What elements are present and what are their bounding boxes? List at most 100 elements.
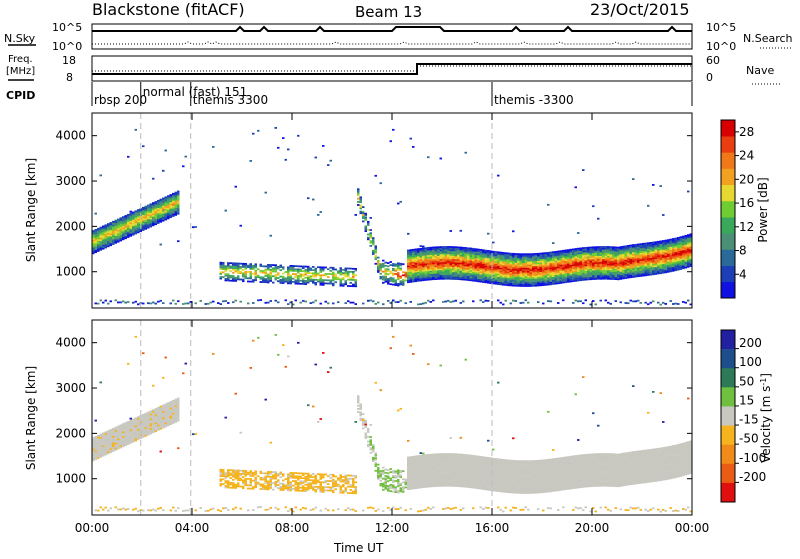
power-echo [160,219,163,221]
power-echo [530,263,533,265]
power-echo [427,272,430,274]
power-echo [642,267,645,269]
power-echo [685,257,688,259]
power-echo [310,269,313,271]
velocity-echo [170,510,173,512]
power-echo [560,280,563,282]
power-echo [390,283,393,285]
power-echo [542,303,545,305]
velocity-echo [320,510,323,512]
velocity-echo [320,481,323,483]
velocity-echo [120,447,123,449]
power-echo [587,275,590,277]
power-echo [450,260,453,262]
power-echo [295,265,298,267]
power-echo [315,276,318,278]
velocity-echo [152,428,155,430]
power-echo [435,251,438,253]
power-echo [520,302,523,304]
power-echo [600,300,603,302]
power-echo [417,269,420,271]
power-echo [622,271,625,273]
power-echo [660,271,663,273]
power-echo [647,246,650,248]
velocity-echo [375,456,378,458]
power-echo [362,217,365,219]
power-echo [460,251,463,253]
power-echo [407,262,410,264]
power-echo [457,278,460,280]
power-echo [527,261,530,263]
power-echo [630,300,633,302]
power-echo [395,283,398,285]
power-echo [615,267,618,269]
velocity-echo [377,470,380,472]
power-echo [550,264,553,266]
power-echo [545,263,548,265]
power-echo [560,261,563,263]
power-echo [510,303,513,305]
power-echo [515,253,518,255]
power-echo [152,218,155,220]
power-echo [505,263,508,265]
velocity-echo [225,487,228,489]
power-echo [320,281,323,283]
power-echo [257,130,260,132]
power-echo [415,276,418,278]
power-echo [537,277,540,279]
velocity-echo [130,425,133,427]
velocity-echo [107,451,110,453]
power-echo [640,261,643,263]
velocity-echo [275,507,278,509]
power-echo [277,268,280,270]
power-echo [537,266,540,268]
power-echo [617,269,620,271]
velocity-echo [357,400,360,402]
velocity-echo [125,428,128,430]
velocity-echo [142,431,145,433]
power-echo [142,207,145,209]
power-echo [135,214,138,216]
velocity-echo [335,482,338,484]
power-echo [250,160,253,162]
power-echo [545,276,548,278]
velocity-echo [117,435,120,437]
power-echo [470,270,473,272]
velocity-echo [337,484,340,486]
power-echo [125,237,128,239]
power-echo [657,258,660,260]
power-echo [225,273,228,275]
velocity-echo [110,447,113,449]
power-echo [575,300,578,302]
power-echo [650,248,653,250]
power-echo [447,264,450,266]
power-echo [595,273,598,275]
power-echo [617,277,620,279]
power-echo [487,266,490,268]
power-echo [320,278,323,280]
power-echo [232,272,235,274]
velocity-echo [130,420,133,422]
power-echo [655,273,658,275]
power-echo [167,208,170,210]
power-echo [275,300,278,302]
velocity-echo [292,472,295,474]
velocity-echo [162,409,165,411]
power-echo [597,265,600,267]
velocity-echo [162,413,165,415]
velocity-echo [270,476,273,478]
power-echo [137,211,140,213]
power-echo [395,281,398,283]
power-echo [655,264,658,266]
power-echo [590,256,593,258]
power-echo [565,259,568,261]
velocity-echo [335,488,338,490]
power-echo [542,273,545,275]
velocity-echo [220,474,223,476]
power-echo [330,281,333,283]
power-echo [422,303,425,305]
power-echo [617,259,620,261]
power-echo [412,266,415,268]
power-echo [547,284,550,286]
velocity-echo [302,481,305,483]
